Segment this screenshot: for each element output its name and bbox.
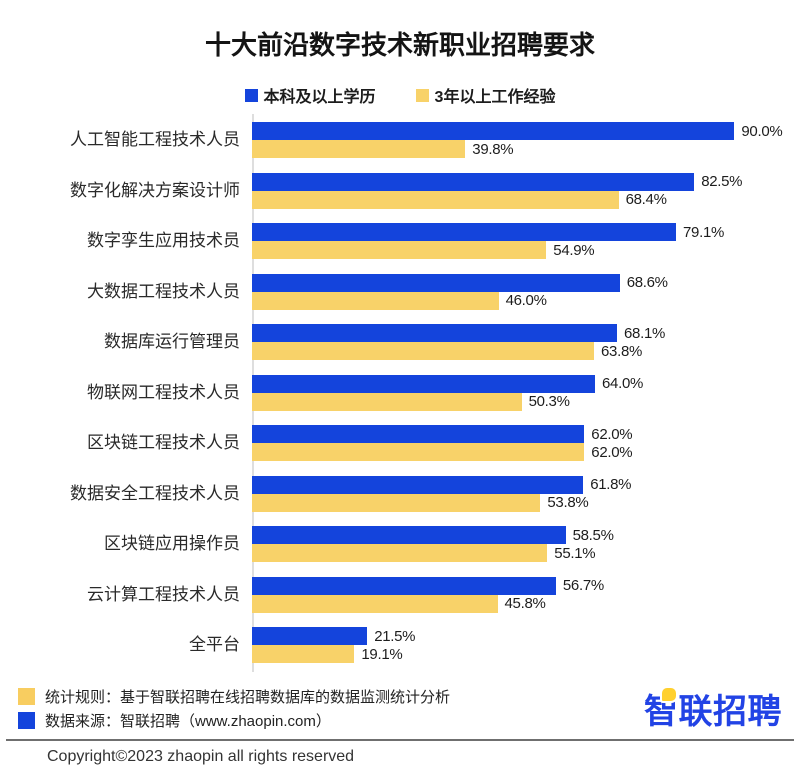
value-label: 61.8%: [590, 476, 632, 493]
legend-label-experience: 3年以上工作经验: [434, 89, 556, 106]
bar-degree: [252, 172, 695, 191]
bar-experience: [252, 493, 541, 512]
copyright-text: Copyright©2023 zhaopin all rights reserv…: [47, 748, 355, 765]
legend-swatch-yellow: [415, 88, 429, 102]
bar-experience: [252, 342, 594, 360]
value-label: 54.9%: [553, 241, 595, 259]
value-label: 62.0%: [591, 443, 633, 461]
bar-degree: [252, 425, 585, 443]
category-label: 云计算工程技术人员: [87, 584, 240, 604]
category-label: 数字孪生应用技术员: [87, 231, 240, 250]
value-label: 53.8%: [547, 494, 589, 511]
bar-degree: [252, 273, 620, 292]
chart-row: 数字化解决方案设计师 82.5% 68.4%: [0, 172, 800, 209]
value-label: 68.6%: [626, 274, 668, 291]
chart-title: 十大前沿数字技术新职业招聘要求: [204, 30, 595, 60]
bar-experience: [252, 140, 466, 158]
value-label: 21.5%: [374, 627, 416, 645]
category-label: 区块链工程技术人员: [87, 433, 240, 452]
divider-line: [6, 739, 794, 741]
note-data-source: 数据来源：智联招聘（www.zhaopin.com）: [18, 708, 450, 732]
value-label: 50.3%: [528, 393, 570, 410]
chart-row: 全平台 21.5% 19.1%: [0, 627, 800, 663]
value-label: 19.1%: [361, 645, 403, 663]
chart-row: 物联网工程技术人员 64.0% 50.3%: [0, 374, 800, 411]
value-label: 63.8%: [601, 342, 643, 360]
category-label: 大数据工程技术人员: [87, 281, 240, 301]
note-text-data-source: 数据来源：智联招聘（www.zhaopin.com）: [45, 712, 331, 730]
legend-label-degree: 本科及以上学历: [263, 89, 376, 106]
bar-experience: [252, 241, 547, 259]
value-label: 58.5%: [572, 526, 614, 544]
legend-item-degree: 本科及以上学历: [244, 83, 376, 107]
category-label: 数字化解决方案设计师: [70, 180, 240, 200]
category-label: 全平台: [189, 635, 240, 654]
bar-degree: [252, 122, 735, 140]
value-label: 62.0%: [591, 425, 633, 443]
bar-degree: [252, 475, 584, 494]
chart-row: 区块链工程技术人员 62.0% 62.0%: [0, 425, 800, 461]
legend-item-experience: 3年以上工作经验: [415, 83, 556, 107]
bar-chart: 人工智能工程技术人员 90.0% 39.8% 数字化解决方案设计师 82.5% 68.4%…: [0, 114, 800, 682]
bar-experience: [252, 443, 585, 461]
chart-row: 数据安全工程技术人员 61.8% 53.8%: [0, 475, 800, 512]
value-label: 56.7%: [562, 577, 604, 594]
chart-row: 数字孪生应用技术员 79.1% 54.9%: [0, 223, 800, 259]
category-label: 人工智能工程技术人员: [70, 130, 240, 149]
value-label: 82.5%: [701, 173, 743, 190]
value-label: 45.8%: [504, 595, 546, 612]
bar-experience: [252, 594, 498, 613]
bar-experience: [252, 291, 499, 310]
bar-experience: [252, 392, 522, 411]
bar-degree: [252, 223, 676, 241]
category-label: 数据安全工程技术人员: [70, 483, 240, 503]
category-label: 区块链应用操作员: [104, 534, 240, 553]
note-text-statistic-rule: 统计规则：基于智联招聘在线招聘数据库的数据监测统计分析: [45, 688, 451, 706]
value-label: 39.8%: [472, 140, 514, 158]
bar-degree: [252, 627, 368, 645]
bar-degree: [252, 526, 566, 544]
bar-experience: [252, 645, 355, 663]
bar-experience: [252, 190, 619, 209]
bar-degree: [252, 374, 595, 393]
legend: 本科及以上学历 3年以上工作经验: [0, 83, 800, 107]
value-label: 79.1%: [683, 223, 725, 241]
value-label: 90.0%: [741, 122, 783, 140]
note-marker-yellow: [18, 687, 35, 705]
chart-row: 云计算工程技术人员 56.7% 45.8%: [0, 576, 800, 613]
zhaopin-logo: 智联招聘: [644, 684, 792, 731]
note-marker-blue: [18, 711, 35, 729]
chart-row: 人工智能工程技术人员 90.0% 39.8%: [0, 122, 800, 158]
logo-bubble-icon: [662, 688, 676, 701]
chart-row: 数据库运行管理员 68.1% 63.8%: [0, 324, 800, 360]
value-label: 55.1%: [554, 544, 596, 562]
bar-degree: [252, 324, 617, 342]
legend-swatch-blue: [244, 88, 258, 102]
bar-experience: [252, 544, 548, 562]
chart-row: 大数据工程技术人员 68.6% 46.0%: [0, 273, 800, 310]
value-label: 68.4%: [625, 191, 667, 208]
category-label: 数据库运行管理员: [104, 332, 240, 351]
value-label: 64.0%: [602, 375, 644, 392]
value-label: 68.1%: [624, 324, 666, 342]
category-label: 物联网工程技术人员: [87, 382, 240, 402]
value-label: 46.0%: [505, 292, 547, 309]
footer-notes: 统计规则：基于智联招聘在线招聘数据库的数据监测统计分析 数据来源：智联招聘（ww…: [18, 684, 450, 732]
chart-row: 区块链应用操作员 58.5% 55.1%: [0, 526, 800, 562]
note-statistic-rule: 统计规则：基于智联招聘在线招聘数据库的数据监测统计分析: [18, 684, 450, 708]
bar-degree: [252, 576, 556, 595]
